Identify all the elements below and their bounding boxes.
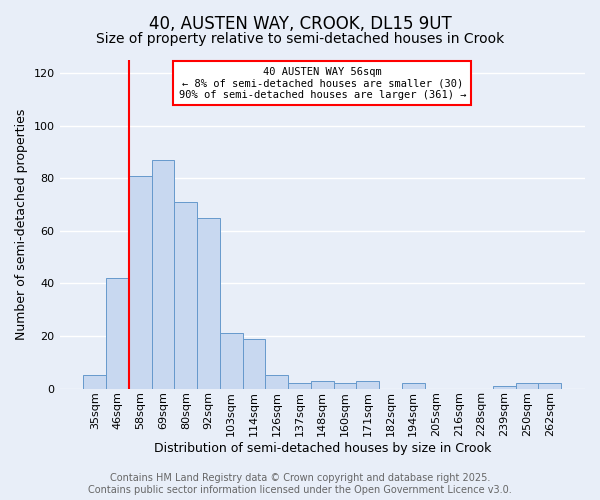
Bar <box>106 278 129 388</box>
Bar <box>129 176 152 388</box>
Bar <box>197 218 220 388</box>
Bar <box>265 376 288 388</box>
Bar <box>152 160 175 388</box>
Bar <box>220 334 242 388</box>
Bar <box>242 338 265 388</box>
Text: Size of property relative to semi-detached houses in Crook: Size of property relative to semi-detach… <box>96 32 504 46</box>
Bar <box>538 384 561 388</box>
Bar <box>402 384 425 388</box>
Bar <box>493 386 515 388</box>
Bar <box>288 384 311 388</box>
Bar <box>83 376 106 388</box>
Bar <box>311 380 334 388</box>
Bar <box>356 380 379 388</box>
X-axis label: Distribution of semi-detached houses by size in Crook: Distribution of semi-detached houses by … <box>154 442 491 455</box>
Bar <box>334 384 356 388</box>
Bar <box>175 202 197 388</box>
Y-axis label: Number of semi-detached properties: Number of semi-detached properties <box>15 108 28 340</box>
Text: 40 AUSTEN WAY 56sqm
← 8% of semi-detached houses are smaller (30)
90% of semi-de: 40 AUSTEN WAY 56sqm ← 8% of semi-detache… <box>179 66 466 100</box>
Text: 40, AUSTEN WAY, CROOK, DL15 9UT: 40, AUSTEN WAY, CROOK, DL15 9UT <box>149 15 451 33</box>
Bar <box>515 384 538 388</box>
Text: Contains HM Land Registry data © Crown copyright and database right 2025.
Contai: Contains HM Land Registry data © Crown c… <box>88 474 512 495</box>
